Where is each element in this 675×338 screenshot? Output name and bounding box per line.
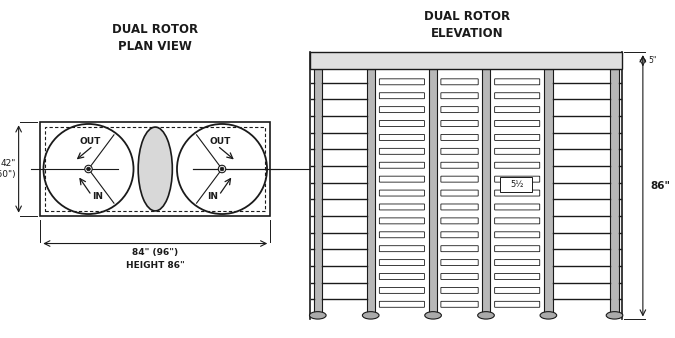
FancyBboxPatch shape [441,273,478,280]
Text: DUAL ROTOR
PLAN VIEW: DUAL ROTOR PLAN VIEW [112,23,198,53]
FancyBboxPatch shape [441,148,478,154]
FancyBboxPatch shape [441,204,478,210]
Text: IN: IN [207,192,218,201]
Ellipse shape [425,312,441,319]
FancyBboxPatch shape [441,190,478,196]
FancyBboxPatch shape [441,287,478,293]
FancyBboxPatch shape [379,190,425,196]
FancyBboxPatch shape [441,106,478,113]
Ellipse shape [606,312,623,319]
FancyBboxPatch shape [379,218,425,224]
Circle shape [220,167,224,171]
FancyBboxPatch shape [495,135,540,140]
FancyBboxPatch shape [495,273,540,280]
FancyBboxPatch shape [379,260,425,266]
FancyBboxPatch shape [379,287,425,293]
Text: IN: IN [92,192,103,201]
FancyBboxPatch shape [495,287,540,293]
Ellipse shape [138,127,172,211]
Bar [544,69,553,314]
FancyBboxPatch shape [379,232,425,238]
FancyBboxPatch shape [495,176,540,182]
FancyBboxPatch shape [495,260,540,266]
Circle shape [85,165,92,173]
FancyBboxPatch shape [379,176,425,182]
Text: 5": 5" [649,56,657,65]
Text: 84" (96"): 84" (96") [132,248,178,257]
FancyBboxPatch shape [495,246,540,252]
FancyBboxPatch shape [495,148,540,154]
Text: 42"
(60"): 42" (60") [0,159,16,179]
FancyBboxPatch shape [495,301,540,307]
Bar [367,69,375,314]
Ellipse shape [309,312,326,319]
Circle shape [86,167,90,171]
FancyBboxPatch shape [379,162,425,168]
FancyBboxPatch shape [441,246,478,252]
FancyBboxPatch shape [441,301,478,307]
FancyBboxPatch shape [379,135,425,140]
Text: 86": 86" [651,181,670,191]
FancyBboxPatch shape [495,93,540,99]
FancyBboxPatch shape [379,273,425,280]
Bar [45,127,265,211]
FancyBboxPatch shape [441,260,478,266]
Bar [314,69,322,314]
Ellipse shape [478,312,494,319]
FancyBboxPatch shape [495,204,540,210]
Ellipse shape [362,312,379,319]
Text: HEIGHT 86": HEIGHT 86" [126,261,185,270]
FancyBboxPatch shape [441,135,478,140]
FancyBboxPatch shape [495,232,540,238]
FancyBboxPatch shape [495,162,540,168]
FancyBboxPatch shape [441,93,478,99]
FancyBboxPatch shape [441,218,478,224]
FancyBboxPatch shape [441,79,478,85]
Circle shape [218,165,225,173]
FancyBboxPatch shape [379,301,425,307]
FancyBboxPatch shape [379,79,425,85]
FancyBboxPatch shape [495,106,540,113]
FancyBboxPatch shape [495,121,540,126]
Bar [500,177,533,192]
FancyBboxPatch shape [379,148,425,154]
Bar [610,69,619,314]
FancyBboxPatch shape [495,218,540,224]
FancyBboxPatch shape [379,204,425,210]
Ellipse shape [540,312,557,319]
FancyBboxPatch shape [379,246,425,252]
Text: DUAL ROTOR
ELEVATION: DUAL ROTOR ELEVATION [424,10,510,40]
FancyBboxPatch shape [379,106,425,113]
FancyBboxPatch shape [495,190,540,196]
Bar [429,69,437,314]
FancyBboxPatch shape [379,121,425,126]
Text: OUT: OUT [210,137,231,146]
Bar [40,122,270,216]
Bar [482,69,490,314]
FancyBboxPatch shape [441,232,478,238]
FancyBboxPatch shape [441,176,478,182]
FancyBboxPatch shape [379,93,425,99]
Bar [310,52,622,69]
FancyBboxPatch shape [495,79,540,85]
Text: OUT: OUT [80,137,101,146]
Text: 5½: 5½ [510,180,524,189]
FancyBboxPatch shape [441,162,478,168]
FancyBboxPatch shape [441,121,478,126]
